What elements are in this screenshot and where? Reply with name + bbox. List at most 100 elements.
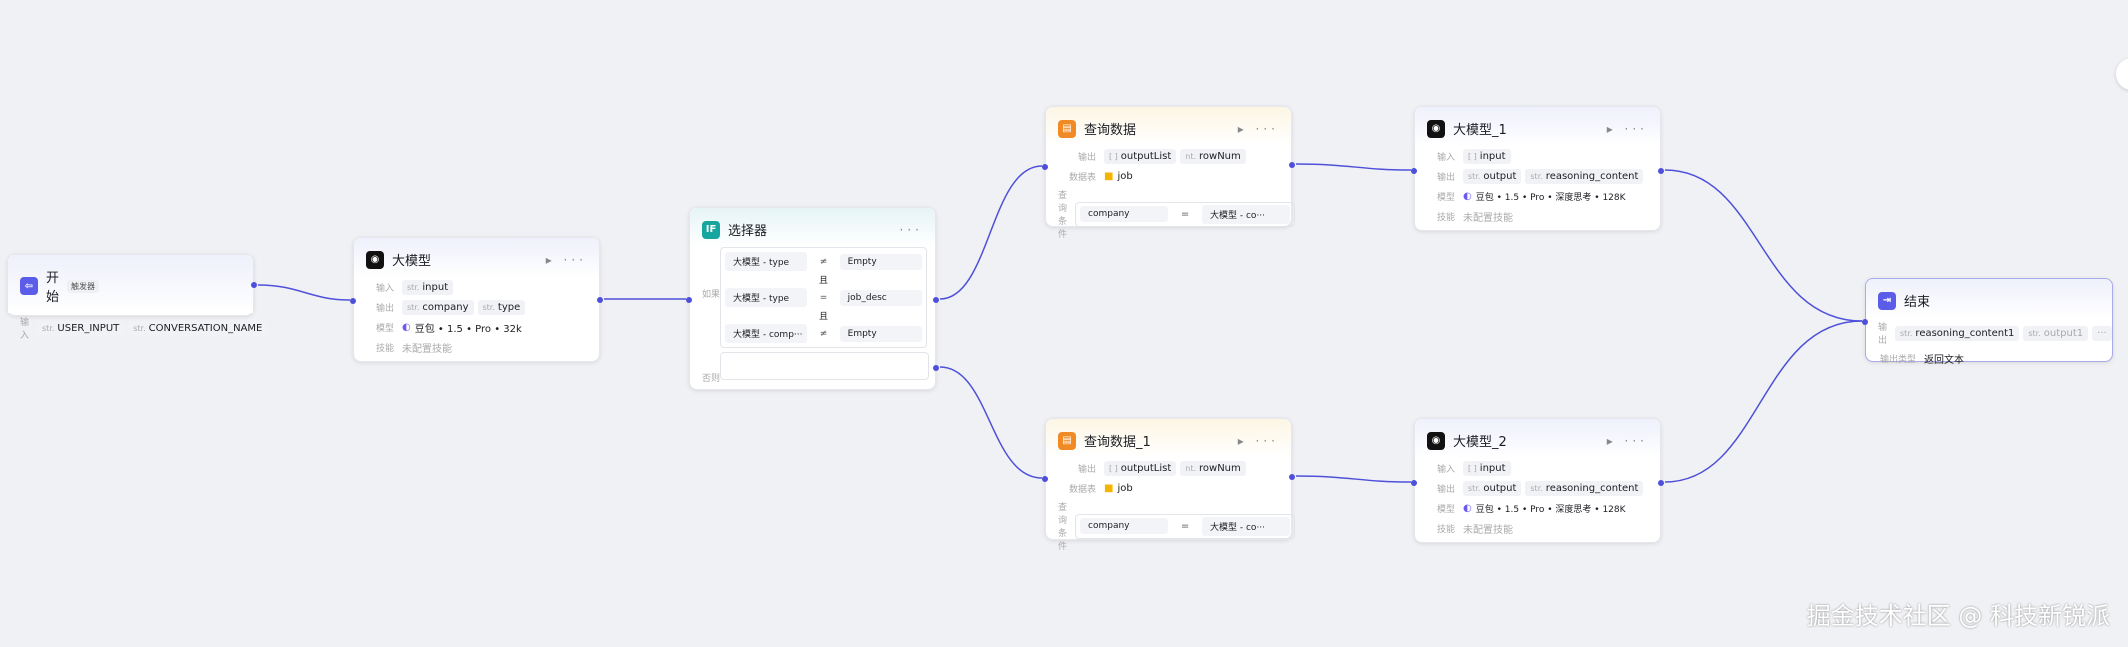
edge-query-llm1 <box>1295 163 1412 171</box>
input-port[interactable] <box>1411 168 1417 174</box>
input-port[interactable] <box>350 298 356 304</box>
input-port[interactable] <box>1411 480 1417 486</box>
output-port[interactable] <box>1658 480 1664 486</box>
run-and-more-icons[interactable]: ▸ ··· <box>1237 433 1279 448</box>
node-title: 结束 <box>1904 295 1931 310</box>
if-label: 如果 <box>701 290 720 300</box>
output-var: str. reasoning_content <box>1525 480 1644 496</box>
start-node[interactable]: ⇦ 开始 触发器 输入 str. USER_INPUT str. CONVERSATION_… <box>7 254 268 341</box>
run-and-more-icons[interactable]: ▸ ··· <box>1237 121 1279 136</box>
end-icon: ⇥ <box>1878 291 1896 310</box>
end-node[interactable]: ⇥ 结束 输出 str. reasoning_content1 str. output1 ·… <box>1862 278 2113 366</box>
input-port[interactable] <box>1042 164 1048 170</box>
edge-query1-llm2 <box>1295 475 1412 483</box>
node-title: 查询数据_1 <box>1084 435 1151 450</box>
output-var: str. company <box>402 299 474 315</box>
database-icon: ▤ <box>1058 119 1076 138</box>
output-var: str. output <box>1463 480 1522 496</box>
query1-node[interactable]: ▤ 查询数据_1 ▸ ··· 输出[ ] outputList nt. rowNum 数据… <box>1042 418 1296 552</box>
skill-label: 技能 <box>375 343 394 354</box>
else-output-port[interactable] <box>933 365 939 371</box>
output-port[interactable] <box>597 297 603 303</box>
table-icon: ■ <box>1104 170 1114 182</box>
input-var: str. input <box>402 279 454 295</box>
else-branch[interactable] <box>720 352 929 380</box>
input-label: 输入 <box>375 283 394 294</box>
edge-selector-query <box>939 165 1043 300</box>
output-var: nt. rowNum <box>1180 460 1246 476</box>
output-type: 返回文本 <box>1924 354 1964 366</box>
condition-row[interactable]: 大模型 - type = job_desc <box>721 286 926 309</box>
output-var: str. reasoning_content <box>1525 168 1644 184</box>
input-var: str. CONVERSATION_NAME <box>128 320 268 336</box>
llm-icon: ◉ <box>1427 431 1445 450</box>
node-title: 大模型_1 <box>1453 123 1507 138</box>
side-button[interactable] <box>2116 58 2128 90</box>
table-icon: ■ <box>1104 482 1114 494</box>
output-var: [ ] outputList <box>1104 148 1177 164</box>
more-icon[interactable]: ··· <box>899 222 923 237</box>
trigger-badge: 触发器 <box>67 279 100 293</box>
output-var: str. output <box>1463 168 1522 184</box>
skill-value: 未配置技能 <box>1463 524 1513 536</box>
edge-llm1-end <box>1664 169 1863 322</box>
else-label: 否则 <box>701 374 720 384</box>
model-name: 豆包 • 1.5 • Pro • 32k <box>414 323 522 335</box>
model-name: 豆包 • 1.5 • Pro • 深度思考 • 128K <box>1475 192 1626 203</box>
output-port[interactable] <box>1658 168 1664 174</box>
doubao-icon: ◐ <box>1463 502 1472 514</box>
output-label: 输出 <box>375 303 394 314</box>
doubao-icon: ◐ <box>1463 190 1472 202</box>
edge-start-llm <box>257 284 351 301</box>
start-icon: ⇦ <box>20 277 38 295</box>
input-port[interactable] <box>686 297 692 303</box>
model-name: 豆包 • 1.5 • Pro • 深度思考 • 128K <box>1475 504 1626 515</box>
if-icon: IF <box>702 220 720 239</box>
llm-icon: ◉ <box>1427 119 1445 138</box>
output-port[interactable] <box>251 282 257 288</box>
condition-row[interactable]: 大模型 - comp··· ≠ Empty <box>721 322 926 345</box>
run-and-more-icons[interactable]: ▸ ··· <box>1606 121 1648 136</box>
input-var: [ ] input <box>1463 148 1511 164</box>
node-title: 大模型 <box>392 254 432 269</box>
skill-value: 未配置技能 <box>402 343 452 355</box>
model-label: 模型 <box>375 323 394 334</box>
database-icon: ▤ <box>1058 431 1076 450</box>
output-port[interactable] <box>1289 474 1295 480</box>
node-title: 开始 <box>46 271 60 305</box>
llm-node[interactable]: ◉ 大模型 ▸ ··· 输入 str. input 输出 str. company str. t… <box>350 237 603 362</box>
selector-node[interactable]: IF 选择器 ··· 如果 大模型 - type ≠ Empty 且 大模型 - typ… <box>686 207 939 390</box>
llm1-node[interactable]: ◉ 大模型_1 ▸ ··· 输入[ ] input 输出 str. output str. r… <box>1411 106 1664 231</box>
node-title: 查询数据 <box>1084 123 1137 138</box>
more-outputs[interactable]: ··· <box>2092 325 2112 341</box>
edge-llm2-end <box>1664 320 1863 483</box>
watermark: 掘金技术社区 @ 科技新锐派 <box>1806 602 2110 630</box>
and-label: 且 <box>818 276 828 286</box>
input-var: [ ] input <box>1463 460 1511 476</box>
query-condition[interactable]: company = 大模型 - co··· <box>1075 201 1296 227</box>
edge-selector-query1 <box>939 366 1043 479</box>
llm2-node[interactable]: ◉ 大模型_2 ▸ ··· 输入[ ] input 输出 str. output str. r… <box>1411 418 1664 543</box>
output-var: [ ] outputList <box>1104 460 1177 476</box>
output-var: str. reasoning_content1 <box>1895 325 2020 341</box>
output-port[interactable] <box>1289 162 1295 168</box>
query-node[interactable]: ▤ 查询数据 ▸ ··· 输出[ ] outputList nt. rowNum 数据表 ■… <box>1042 106 1296 240</box>
table-name: job <box>1117 170 1133 182</box>
input-port[interactable] <box>1862 319 1868 325</box>
node-title: 大模型_2 <box>1453 435 1507 450</box>
skill-value: 未配置技能 <box>1463 212 1513 224</box>
and-label: 且 <box>818 312 828 322</box>
doubao-icon: ◐ <box>402 321 411 333</box>
condition-row[interactable]: 大模型 - type ≠ Empty <box>721 250 926 273</box>
output-var: str. output1 <box>2023 325 2089 341</box>
if-output-port[interactable] <box>933 297 939 303</box>
run-and-more-icons[interactable]: ▸ ··· <box>1606 433 1648 448</box>
output-var: nt. rowNum <box>1180 148 1246 164</box>
query-condition[interactable]: company = 大模型 - co··· <box>1075 513 1296 539</box>
table-name: job <box>1117 482 1133 494</box>
run-and-more-icons[interactable]: ▸ ··· <box>545 252 587 267</box>
input-label: 输入 <box>20 318 30 341</box>
input-port[interactable] <box>1042 476 1048 482</box>
llm-icon: ◉ <box>366 250 384 269</box>
